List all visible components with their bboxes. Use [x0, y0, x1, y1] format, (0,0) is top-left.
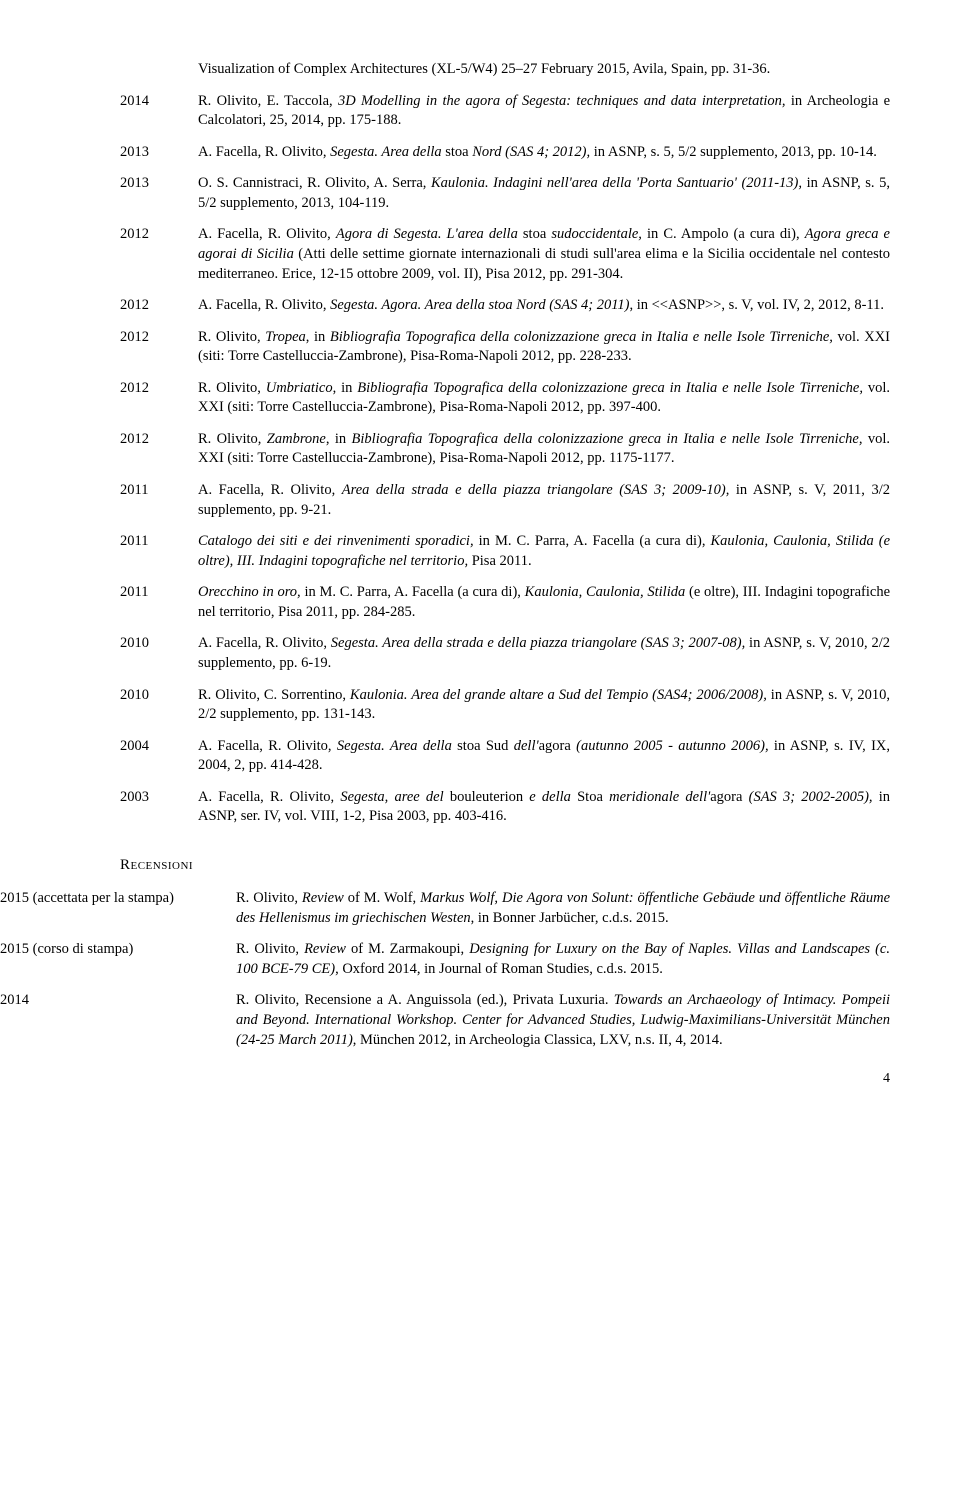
publication-entry: 2012 A. Facella, R. Olivito, Segesta. Ago… — [120, 296, 890, 316]
entry-text: Orecchino in oro, in M. C. Parra, A. Fac… — [198, 583, 890, 622]
publication-entry: Visualization of Complex Architectures (… — [120, 60, 890, 80]
entry-text: A. Facella, R. Olivito, Segesta. Area de… — [198, 737, 890, 776]
entry-year: 2011 — [120, 481, 174, 520]
publication-entry: 2014 R. Olivito, E. Taccola, 3D Modelling… — [120, 92, 890, 131]
entry-year: 2011 — [120, 583, 174, 622]
entry-text: O. S. Cannistraci, R. Olivito, A. Serra,… — [198, 174, 890, 213]
publication-entry: 2011 A. Facella, R. Olivito, Area della s… — [120, 481, 890, 520]
review-entry: 2015 (accettata per la stampa)R. Olivito… — [120, 889, 890, 928]
entry-text: A. Facella, R. Olivito, Segesta, aree de… — [198, 788, 890, 827]
publication-entry: 2013 O. S. Cannistraci, R. Olivito, A. Se… — [120, 174, 890, 213]
section-title-recensioni: Recensioni — [120, 855, 890, 875]
publication-entry: 2012 R. Olivito, Umbriatico, in Bibliogra… — [120, 379, 890, 418]
review-label: 2014 — [0, 991, 212, 1050]
entry-text: A. Facella, R. Olivito, Segesta. Area de… — [198, 634, 890, 673]
publication-entry: 2010 R. Olivito, C. Sorrentino, Kaulonia.… — [120, 686, 890, 725]
publication-entry: 2012 R. Olivito, Tropea, in Bibliografia … — [120, 328, 890, 367]
entry-text: R. Olivito, Zambrone, in Bibliografia To… — [198, 430, 890, 469]
publication-entry: 2004 A. Facella, R. Olivito, Segesta. Are… — [120, 737, 890, 776]
entry-text: A. Facella, R. Olivito, Agora di Segesta… — [198, 225, 890, 284]
entry-year: 2012 — [120, 225, 174, 284]
review-text: R. Olivito, Recensione a A. Anguissola (… — [236, 991, 890, 1050]
entry-year: 2014 — [120, 92, 174, 131]
review-text: R. Olivito, Review of M. Wolf, Markus Wo… — [236, 889, 890, 928]
entry-year: 2012 — [120, 379, 174, 418]
review-text: R. Olivito, Review of M. Zarmakoupi, Des… — [236, 940, 890, 979]
entry-text: R. Olivito, Umbriatico, in Bibliografia … — [198, 379, 890, 418]
entry-year — [120, 60, 174, 80]
entry-year: 2004 — [120, 737, 174, 776]
review-entry: 2015 (corso di stampa)R. Olivito, Review… — [120, 940, 890, 979]
entry-year: 2012 — [120, 328, 174, 367]
entry-text: R. Olivito, E. Taccola, 3D Modelling in … — [198, 92, 890, 131]
entry-text: R. Olivito, Tropea, in Bibliografia Topo… — [198, 328, 890, 367]
review-label: 2015 (corso di stampa) — [0, 940, 212, 979]
publication-entry: 2012 A. Facella, R. Olivito, Agora di Seg… — [120, 225, 890, 284]
entry-text: A. Facella, R. Olivito, Segesta. Agora. … — [198, 296, 890, 316]
entry-year: 2013 — [120, 143, 174, 163]
entry-year: 2013 — [120, 174, 174, 213]
entry-year: 2012 — [120, 296, 174, 316]
publication-list: Visualization of Complex Architectures (… — [120, 60, 890, 827]
entry-text: A. Facella, R. Olivito, Area della strad… — [198, 481, 890, 520]
entry-text: R. Olivito, C. Sorrentino, Kaulonia. Are… — [198, 686, 890, 725]
entry-year: 2010 — [120, 634, 174, 673]
entry-text: Catalogo dei siti e dei rinvenimenti spo… — [198, 532, 890, 571]
entry-text: A. Facella, R. Olivito, Segesta. Area de… — [198, 143, 890, 163]
page-number: 4 — [120, 1070, 890, 1089]
entry-year: 2011 — [120, 532, 174, 571]
publication-entry: 2003 A. Facella, R. Olivito, Segesta, are… — [120, 788, 890, 827]
publication-entry: 2011 Catalogo dei siti e dei rinvenimenti… — [120, 532, 890, 571]
publication-entry: 2010 A. Facella, R. Olivito, Segesta. Are… — [120, 634, 890, 673]
publication-entry: 2013 A. Facella, R. Olivito, Segesta. Are… — [120, 143, 890, 163]
publication-entry: 2012 R. Olivito, Zambrone, in Bibliografi… — [120, 430, 890, 469]
entry-text: Visualization of Complex Architectures (… — [198, 60, 890, 80]
reviews-list: 2015 (accettata per la stampa)R. Olivito… — [120, 889, 890, 1050]
publication-entry: 2011 Orecchino in oro, in M. C. Parra, A.… — [120, 583, 890, 622]
review-entry: 2014R. Olivito, Recensione a A. Anguisso… — [120, 991, 890, 1050]
entry-year: 2003 — [120, 788, 174, 827]
entry-year: 2012 — [120, 430, 174, 469]
review-label: 2015 (accettata per la stampa) — [0, 889, 212, 928]
entry-year: 2010 — [120, 686, 174, 725]
